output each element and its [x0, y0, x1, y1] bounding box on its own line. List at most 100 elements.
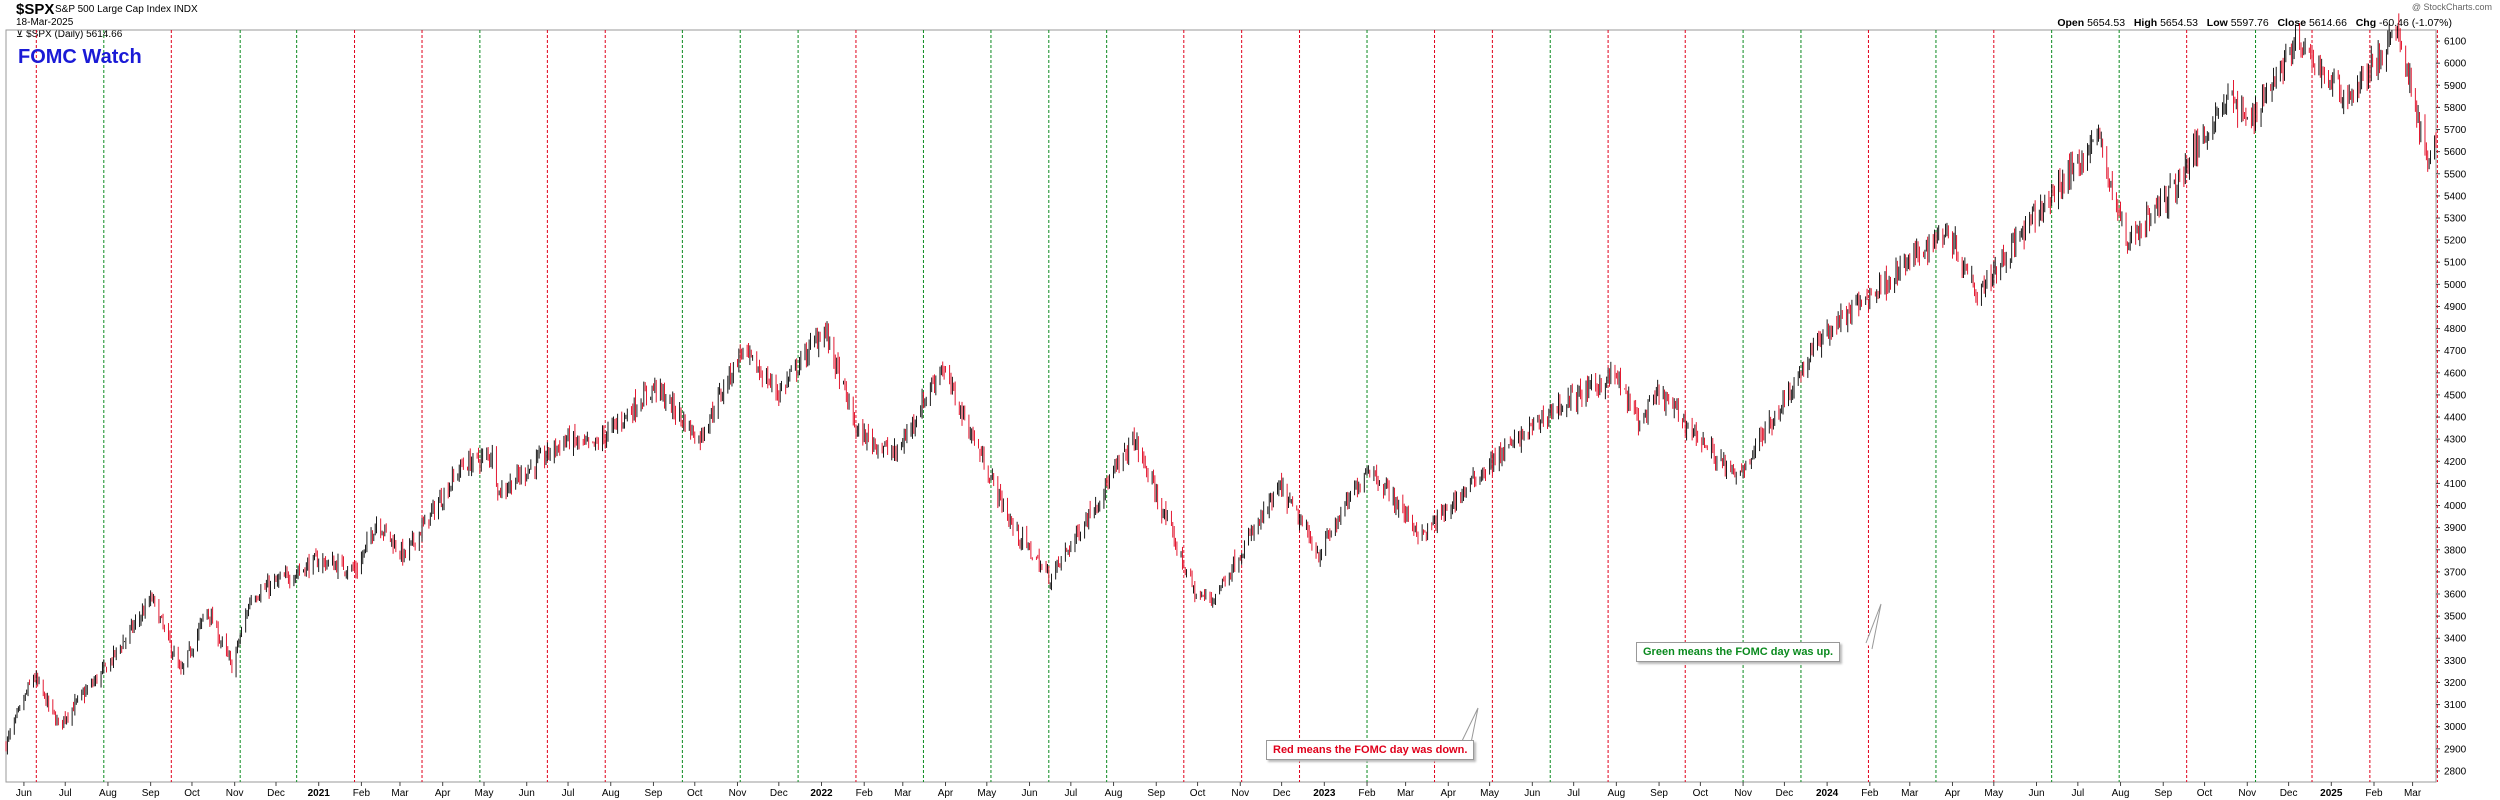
x-tick-label: Mar — [2404, 788, 2422, 799]
plot-frame — [5, 29, 2437, 783]
x-tick-label: Aug — [99, 788, 117, 799]
green-annotation: Green means the FOMC day was up. — [1636, 642, 1841, 662]
chg-label: Chg — [2355, 17, 2377, 29]
y-tick-label: 5100 — [2444, 258, 2467, 269]
y-tick-label: 6100 — [2444, 37, 2467, 48]
x-tick-label: Jun — [1524, 788, 1540, 799]
ticker-symbol: $SPX — [16, 1, 55, 18]
x-tick-label: Feb — [1358, 788, 1376, 799]
x-tick-label: Feb — [2365, 788, 2383, 799]
x-tick-label: Mar — [1901, 788, 1919, 799]
x-tick-label: Sep — [1147, 788, 1165, 799]
x-tick-label: Jul — [562, 788, 575, 799]
y-tick-label: 5900 — [2444, 81, 2467, 92]
y-tick-label: 3800 — [2444, 545, 2467, 556]
x-tick-label: Aug — [1607, 788, 1625, 799]
y-tick-label: 5700 — [2444, 125, 2467, 136]
index-name: S&P 500 Large Cap Index INDX — [55, 4, 198, 15]
y-tick-label: 3100 — [2444, 700, 2467, 711]
x-tick-label: 2025 — [2320, 788, 2343, 799]
x-tick-label: May — [1984, 788, 2003, 799]
y-tick-label: 3300 — [2444, 656, 2467, 667]
x-tick-label: Dec — [1776, 788, 1794, 799]
x-tick-label: Mar — [894, 788, 912, 799]
x-tick-label: Apr — [1945, 788, 1961, 799]
x-tick-label: Mar — [1397, 788, 1415, 799]
x-tick-label: Jul — [1567, 788, 1580, 799]
y-tick-label: 4300 — [2444, 435, 2467, 446]
x-tick-label: Nov — [2238, 788, 2256, 799]
green-callout-pointer — [1865, 603, 1882, 650]
x-tick-label: 2024 — [1816, 788, 1839, 799]
x-tick-label: Nov — [226, 788, 244, 799]
x-tick-label: 2022 — [810, 788, 833, 799]
x-tick-label: Sep — [142, 788, 160, 799]
y-tick-label: 5200 — [2444, 236, 2467, 247]
high-label: High — [2133, 17, 2158, 29]
red-annotation: Red means the FOMC day was down. — [1266, 740, 1475, 760]
x-tick-label: Jul — [2071, 788, 2084, 799]
close-value: 5614.66 — [2308, 17, 2347, 29]
y-tick-label: 2900 — [2444, 744, 2467, 755]
y-tick-label: 4200 — [2444, 457, 2467, 468]
high-value: 5654.53 — [2160, 17, 2199, 29]
x-tick-label: Jul — [1064, 788, 1077, 799]
y-tick-label: 3600 — [2444, 590, 2467, 601]
x-tick-label: Jun — [1021, 788, 1037, 799]
ohlc-stats: Open 5654.53 High 5654.53 Low 5597.76 Cl… — [2057, 17, 2452, 29]
x-tick-label: Jul — [59, 788, 72, 799]
chart-date: 18-Mar-2025 — [16, 17, 74, 28]
red-callout-pointer — [1461, 707, 1479, 749]
x-tick-label: Dec — [2280, 788, 2298, 799]
x-tick-label: Apr — [1441, 788, 1457, 799]
y-tick-label: 5600 — [2444, 147, 2467, 158]
y-tick-label: 4500 — [2444, 390, 2467, 401]
x-tick-label: Sep — [1650, 788, 1668, 799]
x-tick-label: Nov — [1231, 788, 1249, 799]
x-tick-label: Oct — [687, 788, 703, 799]
y-tick-label: 5400 — [2444, 191, 2467, 202]
x-tick-label: 2021 — [308, 788, 331, 799]
series-legend: ⊻ $SPX (Daily) 5614.66 — [16, 29, 122, 40]
open-label: Open — [2057, 17, 2085, 29]
y-tick-label: 3700 — [2444, 567, 2467, 578]
y-tick-label: 4600 — [2444, 368, 2467, 379]
x-tick-label: Nov — [729, 788, 747, 799]
y-tick-label: 2800 — [2444, 766, 2467, 777]
x-tick-label: Jun — [16, 788, 32, 799]
x-tick-label: Dec — [1273, 788, 1291, 799]
y-tick-label: 5500 — [2444, 169, 2467, 180]
x-tick-label: May — [977, 788, 996, 799]
x-tick-label: Feb — [856, 788, 874, 799]
x-tick-label: Apr — [435, 788, 451, 799]
x-tick-label: Apr — [938, 788, 954, 799]
x-tick-label: 2023 — [1313, 788, 1336, 799]
low-label: Low — [2206, 17, 2228, 29]
x-tick-label: May — [1480, 788, 1499, 799]
x-tick-label: Aug — [2112, 788, 2130, 799]
x-tick-label: Jun — [519, 788, 535, 799]
x-tick-label: Dec — [267, 788, 285, 799]
x-tick-label: Oct — [1693, 788, 1709, 799]
x-tick-label: Oct — [184, 788, 200, 799]
candles — [5, 13, 2437, 755]
x-tick-label: Oct — [1190, 788, 1206, 799]
y-tick-label: 5800 — [2444, 103, 2467, 114]
x-tick-label: Jun — [2028, 788, 2044, 799]
y-tick-label: 4700 — [2444, 346, 2467, 357]
x-tick-label: Nov — [1734, 788, 1752, 799]
y-tick-label: 3000 — [2444, 722, 2467, 733]
low-value: 5597.76 — [2230, 17, 2269, 29]
y-tick-label: 4100 — [2444, 479, 2467, 490]
y-tick-label: 5300 — [2444, 214, 2467, 225]
y-tick-label: 4400 — [2444, 413, 2467, 424]
x-tick-label: Mar — [391, 788, 409, 799]
x-tick-label: Dec — [770, 788, 788, 799]
x-tick-label: Feb — [1861, 788, 1879, 799]
legend-icon: ⊻ — [16, 29, 27, 40]
chart-header: $SPX S&P 500 Large Cap Index INDX 18-Mar… — [0, 0, 2500, 50]
x-tick-label: May — [475, 788, 494, 799]
close-label: Close — [2277, 17, 2307, 29]
x-tick-label: Aug — [1105, 788, 1123, 799]
